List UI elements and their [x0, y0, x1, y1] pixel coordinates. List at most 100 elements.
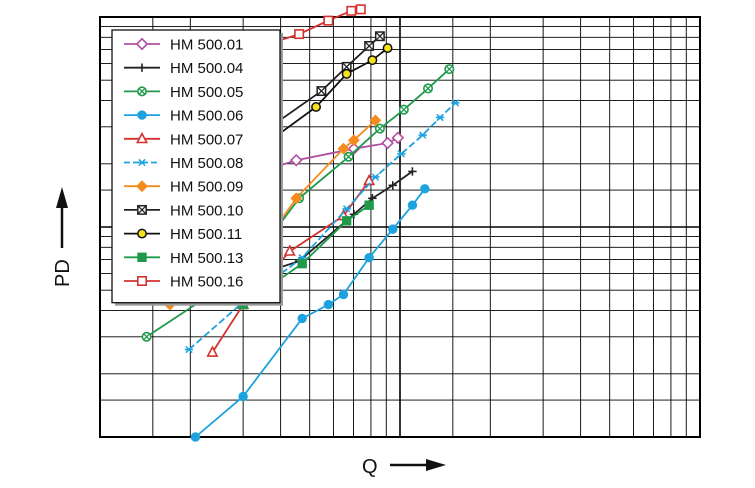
- data-point: [381, 136, 394, 150]
- y-axis-label: PD: [52, 259, 74, 287]
- data-point: [347, 134, 360, 147]
- data-point: [137, 110, 147, 120]
- data-point: [388, 224, 398, 234]
- x-axis-arrow: [390, 459, 446, 471]
- data-point: [341, 68, 352, 79]
- data-point: [408, 167, 417, 176]
- marker-cross: [316, 86, 327, 96]
- legend-label: HM 500.08: [170, 155, 243, 172]
- series-line: [242, 170, 413, 281]
- data-point: [371, 173, 380, 181]
- marker-cross: [424, 85, 432, 92]
- legend: HM 500.01 HM 500.04 HM 500.05 HM 500.06 HM 5…: [111, 29, 283, 306]
- data-point: [137, 252, 147, 263]
- data-point: [184, 345, 194, 354]
- data-point: [364, 253, 374, 263]
- data-point: [137, 86, 148, 97]
- data-point: [297, 258, 307, 269]
- data-point: [374, 31, 385, 42]
- marker-cross: [375, 31, 385, 41]
- data-point: [367, 55, 378, 66]
- data-point: [283, 244, 296, 256]
- data-point: [391, 131, 405, 145]
- data-point: [337, 142, 350, 155]
- legend-label: HM 500.05: [170, 84, 243, 101]
- legend-item: HM 500.01: [124, 37, 243, 54]
- x-axis-label: Q: [362, 456, 378, 478]
- marker-cross: [376, 125, 383, 132]
- data-point: [137, 275, 148, 286]
- legend-label: HM 500.07: [170, 131, 243, 148]
- data-point: [364, 200, 374, 210]
- data-point: [451, 99, 460, 107]
- data-point: [190, 432, 201, 442]
- legend-item: HM 500.09: [124, 179, 243, 196]
- marker-cross: [341, 62, 352, 72]
- data-point: [141, 331, 152, 342]
- data-point: [444, 64, 455, 75]
- data-point: [435, 113, 445, 122]
- legend-item: HM 500.05: [124, 84, 243, 101]
- legend-item: HM 500.11: [124, 226, 242, 243]
- data-point: [407, 200, 418, 210]
- marker-cross: [138, 88, 146, 95]
- legend-item: HM 500.07: [124, 131, 243, 148]
- data-point: [382, 43, 393, 54]
- legend-item: HM 500.04: [124, 60, 243, 77]
- marker-cross: [345, 153, 352, 160]
- data-point: [137, 63, 147, 72]
- legend-item: HM 500.13: [124, 250, 243, 267]
- data-point: [341, 216, 352, 226]
- marker-cross: [446, 66, 453, 73]
- y-axis-arrow: [56, 187, 68, 248]
- data-point: [323, 15, 334, 26]
- data-point: [388, 181, 397, 190]
- data-point: [347, 142, 361, 156]
- legend-label: HM 500.11: [170, 226, 242, 243]
- data-point: [418, 131, 427, 139]
- data-point: [290, 192, 303, 205]
- data-point: [323, 299, 334, 310]
- legend-item: HM 500.10: [124, 202, 243, 219]
- plot-frame: [99, 16, 701, 438]
- data-point: [135, 37, 149, 51]
- legend-label: HM 500.09: [170, 179, 243, 196]
- legend-item: HM 500.16: [124, 274, 243, 291]
- marker-cross: [137, 205, 147, 215]
- data-point: [420, 184, 430, 194]
- data-point: [355, 4, 366, 15]
- data-point: [374, 123, 385, 134]
- data-point: [294, 29, 305, 40]
- legend-label: HM 500.10: [170, 202, 243, 219]
- legend-label: HM 500.16: [170, 274, 243, 291]
- data-point: [369, 114, 382, 127]
- legend-item: HM 500.08: [124, 155, 243, 172]
- data-point: [297, 313, 307, 324]
- data-point: [398, 104, 409, 115]
- data-point: [135, 131, 149, 144]
- legend-label: HM 500.01: [170, 37, 243, 54]
- data-point: [338, 289, 349, 300]
- marker-cross: [143, 333, 150, 340]
- data-point: [311, 101, 321, 112]
- data-point: [137, 228, 147, 239]
- data-point: [423, 83, 434, 94]
- data-point: [137, 204, 147, 215]
- data-point: [206, 345, 219, 357]
- data-point: [342, 205, 351, 213]
- data-point: [346, 5, 357, 16]
- marker-cross: [364, 41, 374, 51]
- legend-label: HM 500.13: [170, 250, 243, 267]
- series-hm-500-06: [190, 184, 430, 442]
- legend-label: HM 500.04: [170, 60, 243, 77]
- data-point: [397, 150, 406, 158]
- data-point: [238, 391, 248, 402]
- data-point: [289, 153, 303, 167]
- data-point: [343, 151, 354, 162]
- data-point: [364, 41, 375, 51]
- marker-cross: [400, 106, 407, 113]
- data-point: [136, 180, 148, 193]
- legend-label: HM 500.06: [170, 108, 243, 125]
- data-point: [137, 158, 147, 167]
